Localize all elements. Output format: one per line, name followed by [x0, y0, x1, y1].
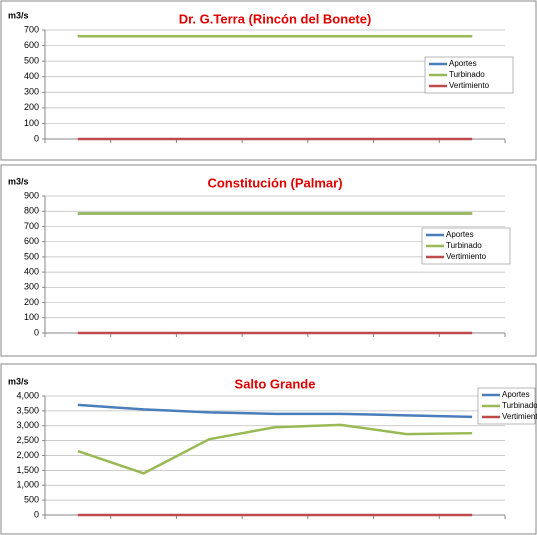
- y-tick-label: 3,500: [16, 405, 39, 415]
- y-tick-label: 0: [34, 327, 39, 337]
- legend-label: Aportes: [446, 230, 474, 239]
- y-tick-label: 300: [24, 282, 39, 292]
- y-tick-label: 1,500: [16, 465, 39, 475]
- y-tick-label: 2,000: [16, 450, 39, 460]
- y-tick-label: 400: [24, 71, 39, 81]
- y-tick-label: 900: [24, 190, 39, 200]
- legend-label: Vertimiento: [502, 412, 537, 421]
- y-tick-label: 600: [24, 236, 39, 246]
- y-tick-label: 800: [24, 206, 39, 216]
- y-tick-label: 100: [24, 312, 39, 322]
- y-tick-label: 1,000: [16, 480, 39, 490]
- y-tick-label: 500: [24, 56, 39, 66]
- legend-label: Turbinado: [502, 401, 537, 410]
- legend-label: Vertimiento: [449, 81, 490, 90]
- chart-title: Constitución (Palmar): [207, 175, 342, 190]
- y-tick-label: 200: [24, 102, 39, 112]
- y-axis-label: m3/s: [8, 376, 29, 386]
- legend-label: Vertimiento: [446, 252, 487, 261]
- series-line: [77, 403, 473, 419]
- y-tick-label: 100: [24, 118, 39, 128]
- y-tick-label: 500: [24, 251, 39, 261]
- legend-label: Turbinado: [449, 70, 485, 79]
- y-axis-label: m3/s: [8, 10, 29, 20]
- series-line: [77, 423, 473, 475]
- y-tick-label: 600: [24, 40, 39, 50]
- y-tick-label: 3,000: [16, 420, 39, 430]
- y-tick-label: 300: [24, 87, 39, 97]
- panel: [0, 363, 537, 535]
- legend-label: Aportes: [449, 59, 477, 68]
- chart-title: Salto Grande: [235, 376, 316, 391]
- chart-title: Dr. G.Terra (Rincón del Bonete): [179, 11, 372, 26]
- legend-label: Turbinado: [446, 241, 482, 250]
- legend-label: Aportes: [502, 390, 530, 399]
- y-tick-label: 0: [34, 133, 39, 143]
- y-tick-label: 500: [24, 495, 39, 505]
- y-tick-label: 700: [24, 24, 39, 34]
- y-tick-label: 700: [24, 221, 39, 231]
- y-tick-label: 4,000: [16, 390, 39, 400]
- y-axis-label: m3/s: [8, 176, 29, 186]
- y-tick-label: 400: [24, 266, 39, 276]
- y-tick-label: 0: [34, 509, 39, 519]
- y-tick-label: 200: [24, 297, 39, 307]
- y-tick-label: 2,500: [16, 435, 39, 445]
